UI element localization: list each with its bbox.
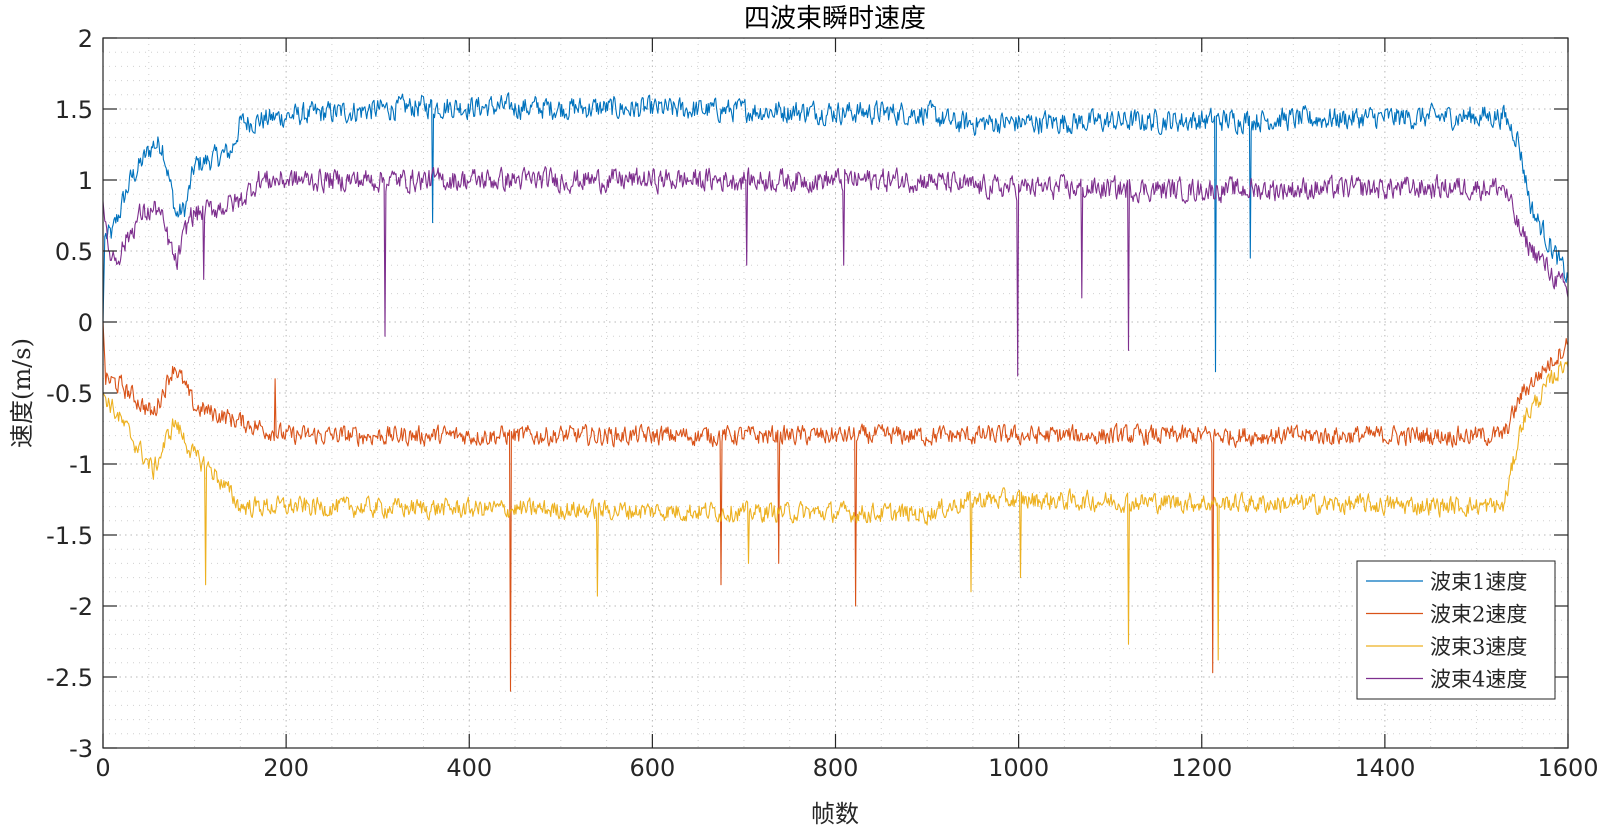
- y-tick-label: 2: [78, 25, 93, 53]
- legend-item-1[interactable]: 波束1速度: [1366, 570, 1527, 594]
- y-tick-label: -3: [69, 735, 93, 763]
- x-tick-label: 0: [95, 754, 110, 782]
- series-lines: [102, 92, 1569, 692]
- y-tick-label: 0.5: [55, 238, 93, 266]
- legend-label: 波束4速度: [1430, 668, 1527, 692]
- x-tick-label: 1400: [1354, 754, 1415, 782]
- ticks: 0 200 400 600 800 1000 1200 1400 1600 -3 -2.5 -2 -1.…: [46, 25, 1598, 782]
- x-tick-label: 600: [629, 754, 675, 782]
- legend-box: [1356, 560, 1556, 700]
- grid: [103, 38, 1568, 748]
- y-axis-label: 速度(m/s): [8, 338, 36, 448]
- legend-item-3[interactable]: 波束3速度: [1366, 635, 1527, 659]
- y-tick-label: -1.5: [46, 522, 93, 550]
- y-tick-label: 1.5: [55, 96, 93, 124]
- y-tick-label: -2: [69, 593, 93, 621]
- legend-label: 波束2速度: [1430, 603, 1527, 627]
- y-tick-label: -2.5: [46, 664, 93, 692]
- chart-title: 四波束瞬时速度: [744, 4, 926, 34]
- series-line-4: [102, 166, 1569, 377]
- y-tick-label: -1: [69, 451, 93, 479]
- x-tick-label: 200: [263, 754, 309, 782]
- series-line-1: [102, 92, 1569, 373]
- y-tick-label: 1: [78, 167, 93, 195]
- legend-label: 波束3速度: [1430, 635, 1527, 659]
- x-axis-label: 帧数: [811, 800, 859, 828]
- series-line-3: [102, 361, 1569, 661]
- x-tick-label: 400: [446, 754, 492, 782]
- x-tick-label: 1000: [988, 754, 1049, 782]
- y-tick-label: 0: [78, 309, 93, 337]
- x-tick-label: 1600: [1537, 754, 1598, 782]
- x-tick-label: 800: [813, 754, 859, 782]
- legend-item-2[interactable]: 波束2速度: [1366, 603, 1527, 627]
- x-tick-label: 1200: [1171, 754, 1232, 782]
- legend-label: 波束1速度: [1430, 570, 1527, 594]
- series-line-2: [102, 321, 1569, 692]
- y-tick-label: -0.5: [46, 380, 93, 408]
- legend-item-4[interactable]: 波束4速度: [1366, 668, 1527, 692]
